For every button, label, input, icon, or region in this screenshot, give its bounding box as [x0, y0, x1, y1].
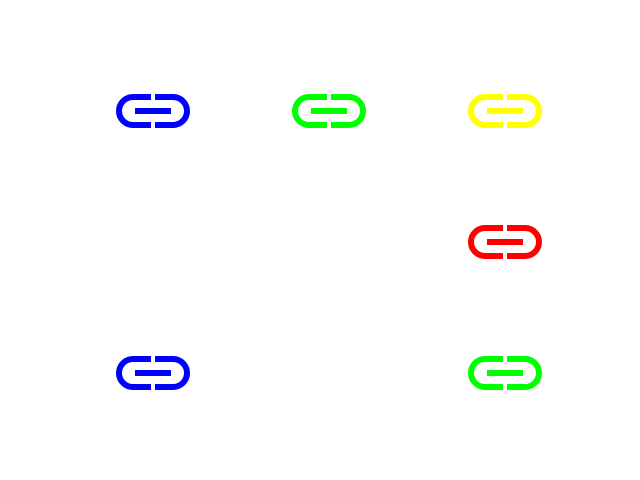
link-icon-blue-bottom-left[interactable]	[113, 353, 193, 393]
link-icon-green-bottom-right[interactable]	[465, 353, 545, 393]
link-icon	[468, 94, 542, 128]
link-icon	[116, 94, 190, 128]
link-icon	[116, 356, 190, 390]
link-icon-blue-top-left[interactable]	[113, 91, 193, 131]
link-icon	[292, 94, 366, 128]
link-icon	[468, 225, 542, 259]
link-icon-red-middle-right[interactable]	[465, 222, 545, 262]
link-icon	[468, 356, 542, 390]
link-icon-green-top-middle[interactable]	[289, 91, 369, 131]
link-icon-yellow-top-right[interactable]	[465, 91, 545, 131]
